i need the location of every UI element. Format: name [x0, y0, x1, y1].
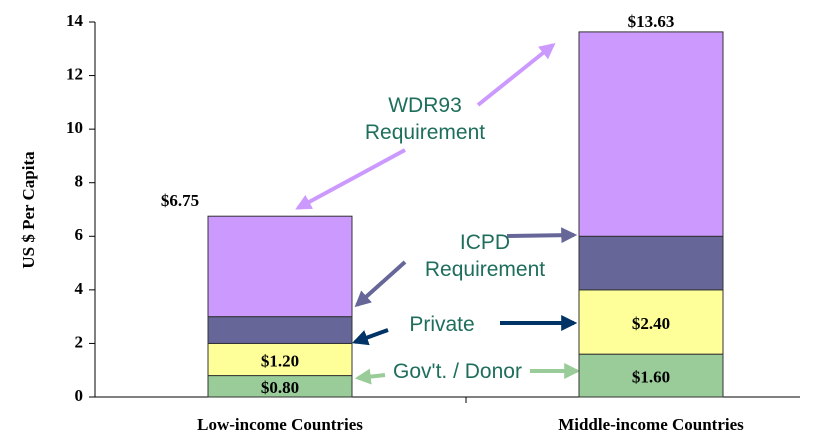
- value-label: $0.80: [261, 378, 299, 397]
- y-tick-label: 0: [75, 386, 84, 405]
- total-label: $6.75: [161, 191, 199, 210]
- annotation: WDR93 Requirement: [364, 94, 486, 144]
- bar-segment: [578, 353, 724, 398]
- annotation: ICPD Requirement: [424, 231, 546, 281]
- arrow: [351, 328, 389, 346]
- y-tick-label: 14: [66, 11, 84, 30]
- y-axis-label: US $ Per Capita: [19, 151, 38, 269]
- bar-segment: [207, 342, 353, 377]
- y-tick-label: 4: [75, 279, 84, 298]
- y-tick-label: 6: [75, 225, 84, 244]
- arrow: [354, 368, 386, 385]
- bar-segment: [578, 289, 724, 355]
- value-label: $1.60: [632, 367, 670, 386]
- annotation: Gov't. / Donor: [393, 360, 522, 383]
- x-tick-label: Low-income Countries: [197, 415, 363, 434]
- y-tick-label: 12: [66, 64, 83, 83]
- annotation: Private: [409, 313, 475, 336]
- arrow: [476, 43, 556, 107]
- total-label: $13.63: [628, 12, 675, 31]
- bar-segment: [207, 215, 353, 318]
- x-tick-label: Middle-income Countries: [558, 415, 744, 434]
- value-label: $2.40: [632, 314, 670, 333]
- bar-segment: [578, 31, 724, 237]
- y-tick-label: 2: [75, 332, 84, 351]
- value-label: $1.20: [261, 351, 299, 370]
- bar-segment: [578, 235, 724, 291]
- bar-segment: [207, 316, 353, 344]
- arrows: [295, 43, 581, 385]
- arrow: [354, 260, 407, 308]
- arrow: [506, 227, 578, 244]
- arrow: [295, 148, 406, 210]
- y-tick-label: 8: [75, 172, 84, 191]
- y-tick-label: 10: [66, 118, 83, 137]
